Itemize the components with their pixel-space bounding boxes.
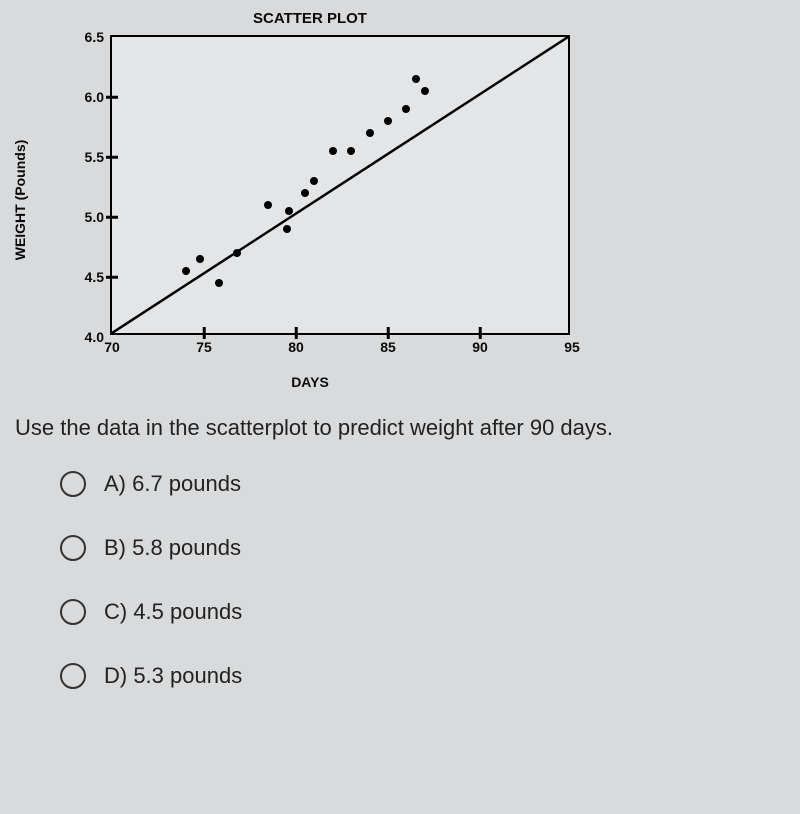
- option-label: C) 4.5 pounds: [104, 599, 242, 625]
- data-point: [421, 87, 429, 95]
- data-point: [233, 249, 241, 257]
- radio-icon[interactable]: [60, 599, 86, 625]
- option-b[interactable]: B) 5.8 pounds: [60, 535, 800, 561]
- data-point: [285, 207, 293, 215]
- option-a[interactable]: A) 6.7 pounds: [60, 471, 800, 497]
- trend-line: [112, 37, 568, 333]
- option-label: A) 6.7 pounds: [104, 471, 241, 497]
- answer-options: A) 6.7 pounds B) 5.8 pounds C) 4.5 pounds D…: [60, 471, 800, 689]
- y-tick-mark: [106, 96, 118, 99]
- x-tick-mark: [479, 327, 482, 339]
- option-label: D) 5.3 pounds: [104, 663, 242, 689]
- data-point: [182, 267, 190, 275]
- data-point: [215, 279, 223, 287]
- data-point: [366, 129, 374, 137]
- y-tick-mark: [106, 276, 118, 279]
- x-axis-label: DAYS: [291, 374, 329, 390]
- question-text: Use the data in the scatterplot to predi…: [15, 415, 785, 441]
- plot-area: 4.04.55.05.56.06.5707580859095: [110, 35, 570, 335]
- radio-icon[interactable]: [60, 535, 86, 561]
- y-tick-label: 6.5: [85, 29, 112, 45]
- x-tick-label: 70: [104, 333, 120, 355]
- x-tick-label: 95: [564, 333, 580, 355]
- chart-title: SCATTER PLOT: [253, 10, 367, 27]
- scatter-chart: SCATTER PLOT WEIGHT (Pounds) 4.04.55.05.…: [30, 10, 590, 390]
- data-point: [347, 147, 355, 155]
- data-point: [412, 75, 420, 83]
- data-point: [329, 147, 337, 155]
- data-point: [196, 255, 204, 263]
- option-label: B) 5.8 pounds: [104, 535, 241, 561]
- y-tick-mark: [106, 156, 118, 159]
- x-tick-mark: [203, 327, 206, 339]
- x-tick-mark: [295, 327, 298, 339]
- data-point: [310, 177, 318, 185]
- data-point: [301, 189, 309, 197]
- option-d[interactable]: D) 5.3 pounds: [60, 663, 800, 689]
- data-point: [264, 201, 272, 209]
- radio-icon[interactable]: [60, 471, 86, 497]
- data-point: [384, 117, 392, 125]
- data-point: [283, 225, 291, 233]
- x-tick-mark: [387, 327, 390, 339]
- y-tick-mark: [106, 216, 118, 219]
- option-c[interactable]: C) 4.5 pounds: [60, 599, 800, 625]
- y-axis-label: WEIGHT (Pounds): [12, 140, 28, 261]
- radio-icon[interactable]: [60, 663, 86, 689]
- data-point: [402, 105, 410, 113]
